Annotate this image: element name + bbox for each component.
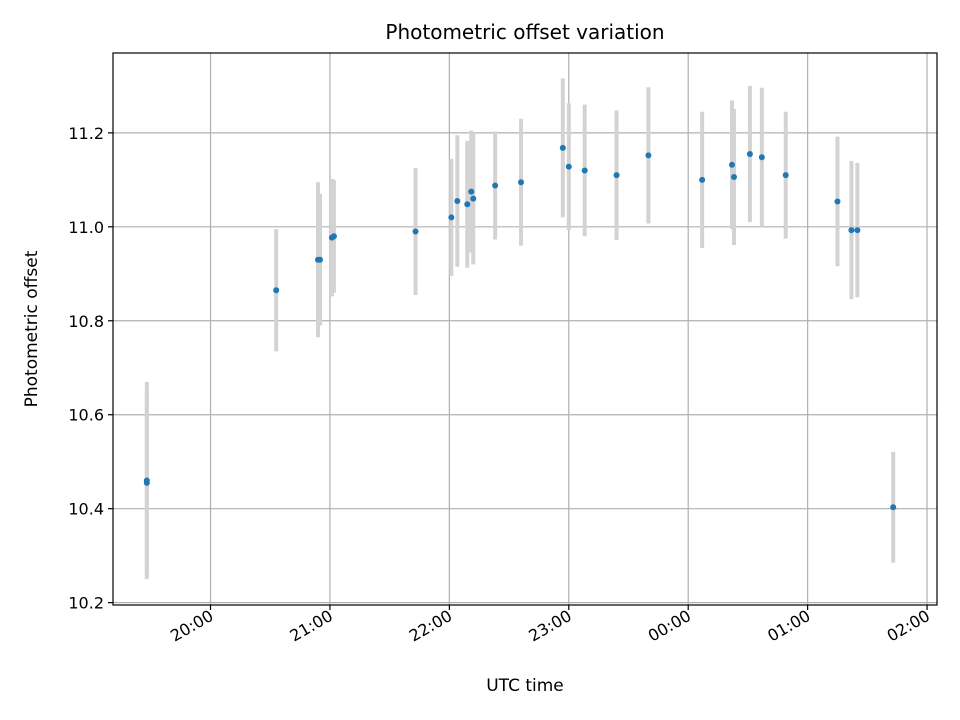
data-point — [565, 163, 572, 170]
y-tick-label: 10.4 — [68, 500, 104, 519]
data-point — [834, 198, 841, 205]
data-point — [412, 228, 419, 235]
data-point — [143, 477, 150, 484]
data-point — [746, 151, 753, 158]
data-point — [782, 172, 789, 179]
data-points — [143, 144, 897, 511]
data-point — [330, 233, 337, 240]
data-point — [454, 197, 461, 204]
data-point — [468, 188, 475, 195]
y-axis-label: Photometric offset — [22, 250, 42, 407]
data-point — [854, 227, 861, 234]
data-point — [470, 195, 477, 202]
y-tick-label: 11.0 — [68, 218, 104, 237]
data-point — [492, 182, 499, 189]
data-point — [758, 154, 765, 161]
data-point — [581, 167, 588, 174]
data-point — [890, 504, 897, 511]
data-point — [448, 214, 455, 221]
y-tick-label: 11.2 — [68, 124, 104, 143]
y-tick-label: 10.6 — [68, 406, 104, 425]
data-point — [518, 179, 525, 186]
y-tick-label: 10.2 — [68, 594, 104, 613]
data-point — [559, 144, 566, 151]
chart-title: Photometric offset variation — [385, 20, 664, 44]
y-axis-ticks: 10.2 10.4 10.6 10.8 11.0 11.2 — [68, 124, 113, 613]
data-point — [273, 287, 280, 294]
data-point — [645, 152, 652, 159]
data-point — [848, 227, 855, 234]
data-point — [699, 176, 706, 183]
y-tick-label: 10.8 — [68, 312, 104, 331]
data-point — [316, 256, 323, 263]
data-point — [464, 201, 471, 208]
grid — [113, 53, 937, 605]
x-axis-label: UTC time — [486, 676, 564, 696]
data-point — [728, 161, 735, 168]
data-point — [730, 174, 737, 181]
plot-frame — [112, 52, 938, 606]
data-point — [613, 172, 620, 179]
